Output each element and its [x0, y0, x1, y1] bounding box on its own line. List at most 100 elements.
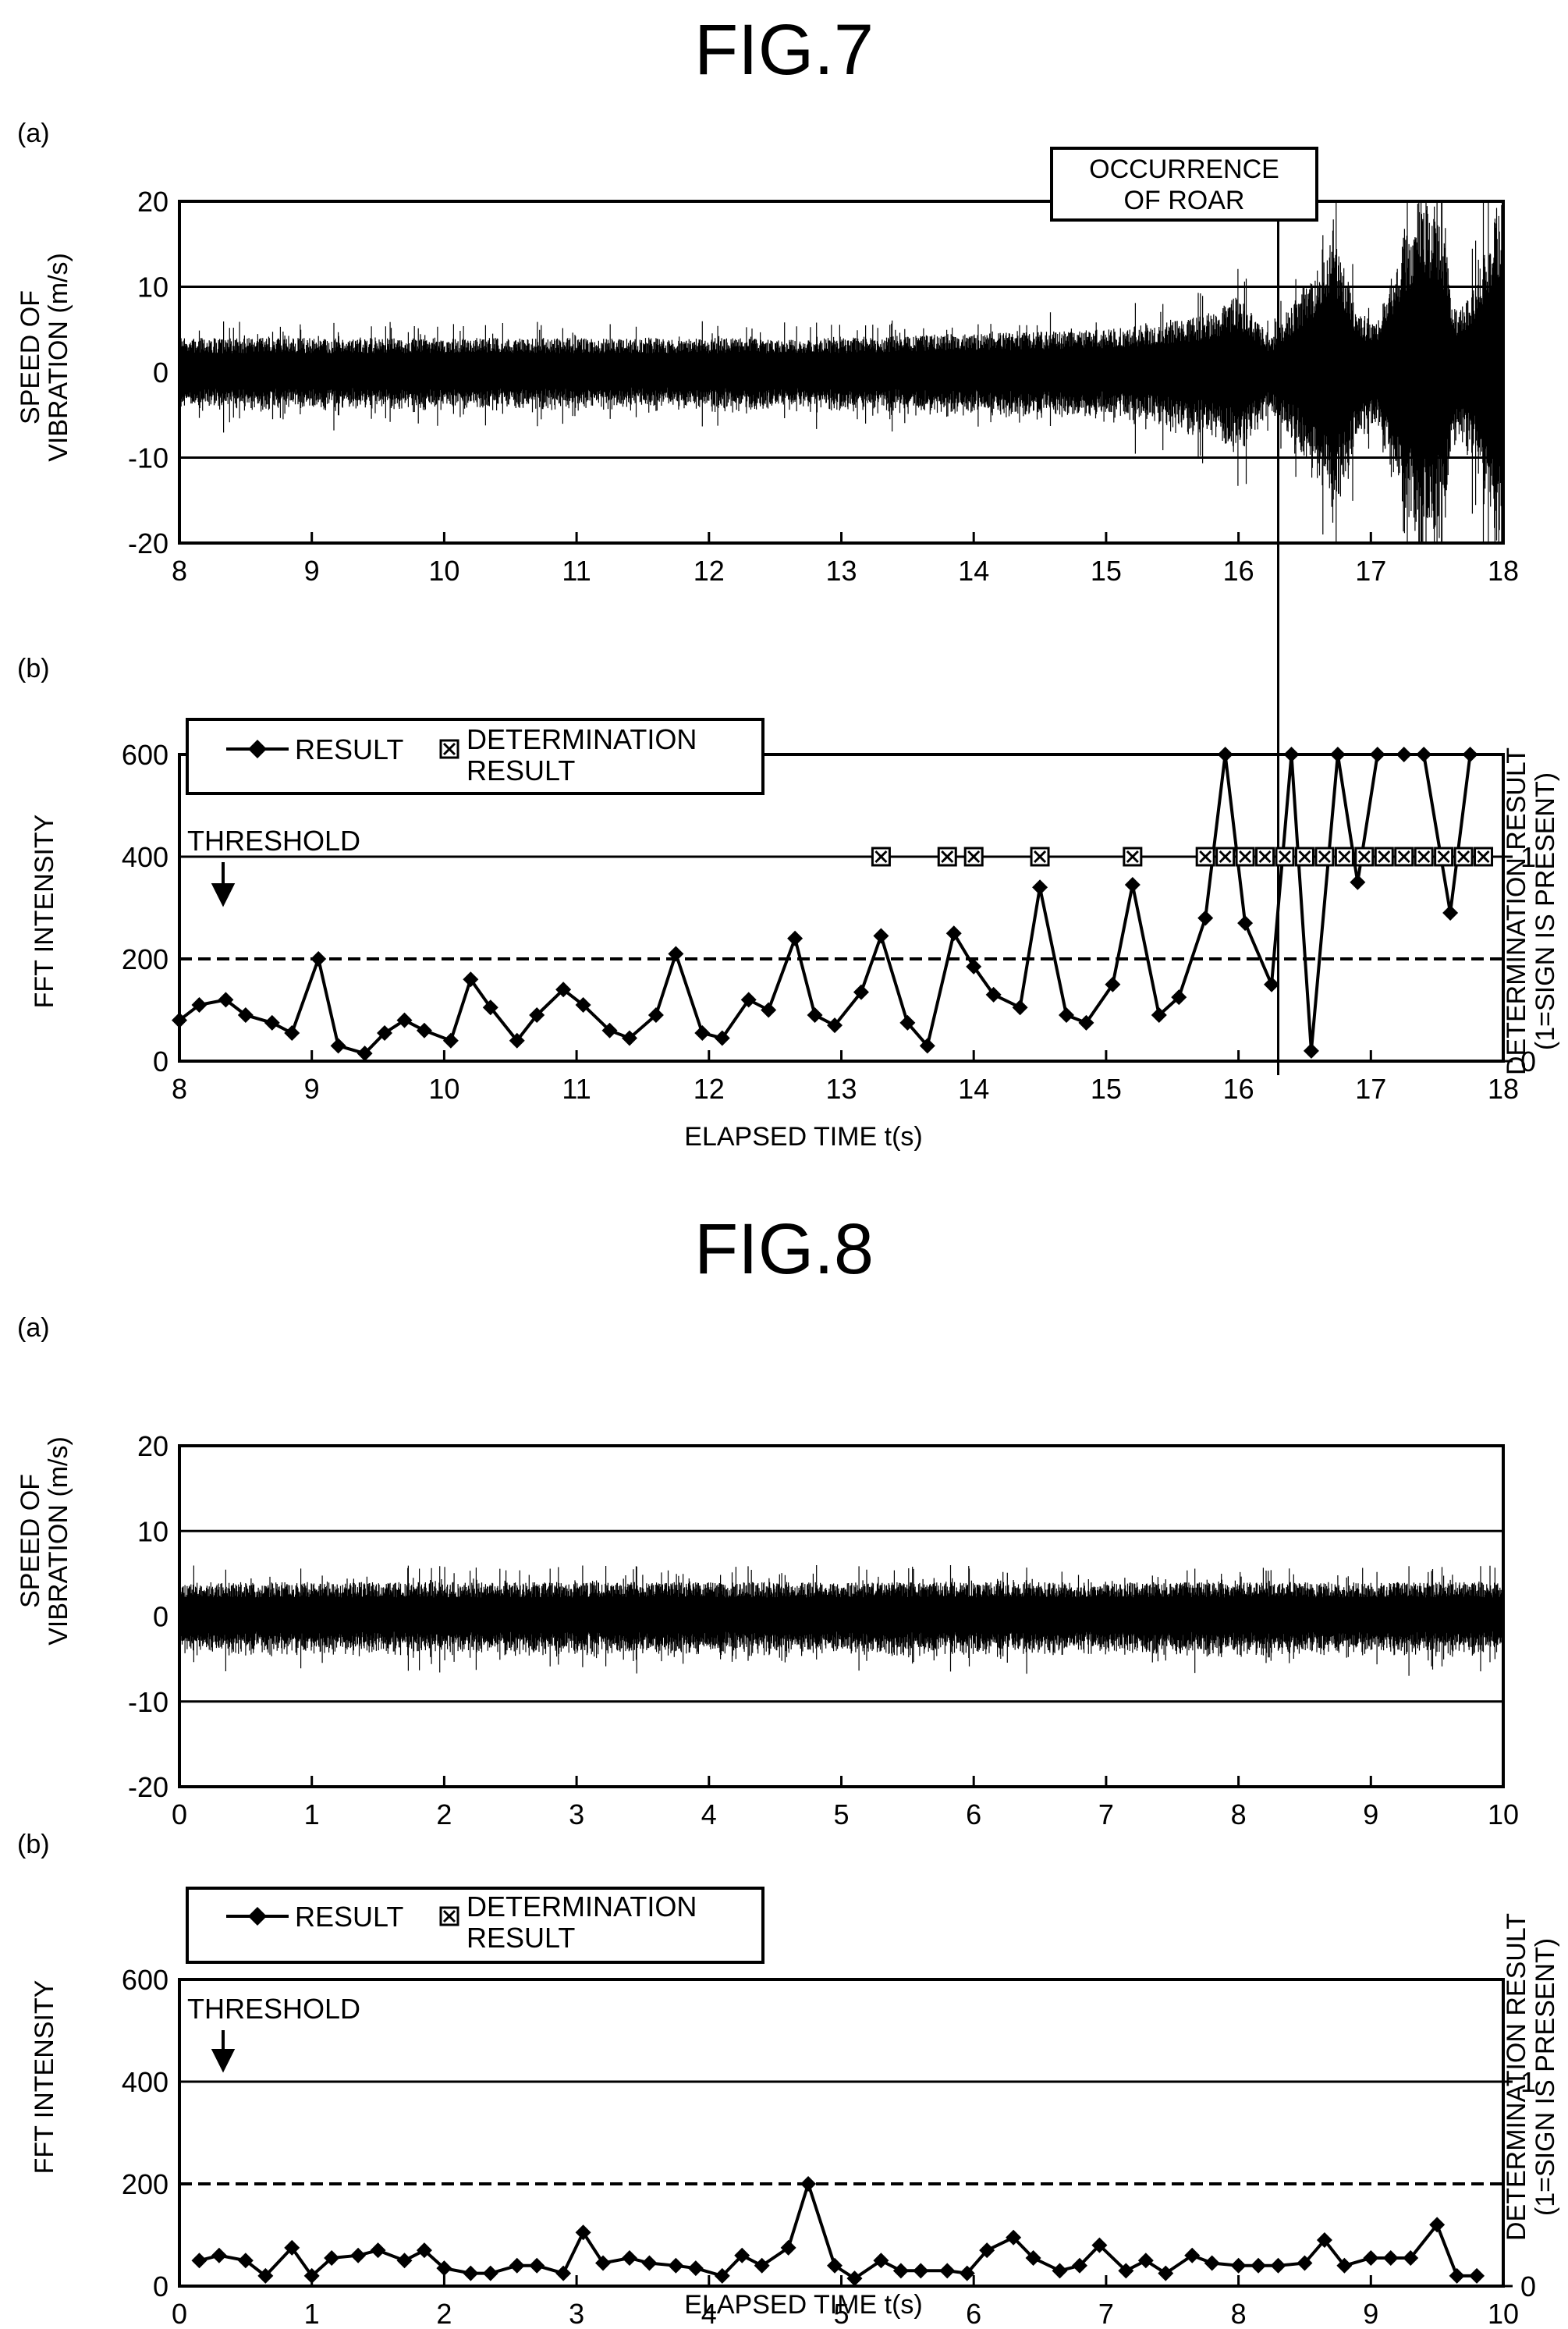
fig7b-xtick-label: 9	[304, 1073, 320, 1105]
fig8b-result-point	[1382, 2249, 1399, 2266]
fig8a-xtick-label: 10	[1488, 1798, 1519, 1830]
fig7b-result-point	[1171, 989, 1187, 1006]
fig7b-result-point	[966, 958, 982, 975]
fig8-threshold-label: THRESHOLD	[187, 1993, 360, 2025]
fig7b-determination-cross	[1258, 850, 1272, 864]
fig8b-result-point	[1006, 2229, 1022, 2246]
fig8b-result-point	[800, 2176, 817, 2192]
fig7b-right-ytick-label: 0	[1520, 1046, 1536, 1078]
fig7b-result-point	[377, 1024, 393, 1041]
fig8-top-ylabel-line1: SPEED OF	[16, 1474, 45, 1608]
fig7b-determination-cross	[967, 850, 981, 864]
fig8b-result-point	[1449, 2267, 1465, 2284]
fig8b-right-ytick-label: 1	[1520, 2066, 1536, 2098]
fig7-a-label: (a)	[17, 119, 50, 148]
fig7b-result-point	[284, 1024, 300, 1041]
fig7b-determination-cross	[1457, 850, 1470, 864]
fig7b-result-point	[873, 928, 889, 944]
fig7b-result-point	[1032, 879, 1048, 896]
fig8b-result-point	[913, 2263, 929, 2279]
fig8b-result-point	[1204, 2255, 1220, 2271]
fig7-legend-det-marker	[439, 739, 459, 759]
fig8a-xtick-label: 4	[701, 1798, 717, 1830]
fig8b-result-point	[1336, 2257, 1353, 2274]
fig8b-xtick-label: 0	[172, 2298, 187, 2329]
fig7b-determination-cross	[1378, 850, 1391, 864]
fig8b-result-point	[1429, 2217, 1446, 2233]
fig7b-result-point	[1058, 1007, 1074, 1024]
fig8b-ytick-label: 0	[153, 2270, 169, 2302]
fig7b-determination-point	[1374, 847, 1394, 867]
fig8-xlabel: ELAPSED TIME t(s)	[684, 2290, 922, 2320]
fig8b-result-point	[1297, 2255, 1313, 2271]
fig7b-result-point	[761, 1002, 777, 1018]
fig8a-xtick-label: 8	[1231, 1798, 1247, 1830]
fig8b-result-point	[595, 2255, 612, 2271]
fig7a-xtick-label: 14	[958, 555, 989, 587]
fig7-title: FIG.7	[694, 10, 874, 90]
fig8b-result-point	[641, 2255, 658, 2271]
fig8b-result-point	[959, 2265, 975, 2281]
fig7b-xtick-label: 14	[958, 1073, 989, 1105]
fig7b-determination-point	[937, 847, 957, 867]
fig7a-xtick-label: 18	[1488, 555, 1519, 587]
fig8b-result-point	[687, 2260, 704, 2277]
fig8b-result-point	[1137, 2253, 1154, 2269]
fig7b-determination-point	[1030, 847, 1050, 867]
fig8b-xtick-label: 5	[833, 2298, 849, 2329]
fig8b-xtick-label: 10	[1488, 2298, 1519, 2329]
fig8b-result-point	[939, 2263, 956, 2279]
fig7b-result-point	[694, 1024, 711, 1041]
fig8b-xtick-label: 3	[569, 2298, 584, 2329]
fig7-xlabel: ELAPSED TIME t(s)	[684, 1122, 922, 1152]
fig8b-right-ytick-label: 0	[1520, 2270, 1536, 2302]
fig8a-waveform	[179, 1565, 1504, 1676]
fig7b-determination-point	[1215, 847, 1236, 867]
fig8b-xtick-label: 2	[436, 2298, 452, 2329]
fig7b-determination-point	[1314, 847, 1335, 867]
fig7b-result-point	[647, 1007, 664, 1024]
fig7b-result-point	[827, 1017, 843, 1034]
fig7b-determination-point	[871, 847, 891, 867]
fig8b-result-point	[1052, 2263, 1068, 2279]
fig8-b-label: (b)	[17, 1830, 50, 1859]
fig8-legend-result-marker	[248, 1907, 267, 1926]
fig7b-result-point	[919, 1038, 935, 1054]
fig7b-result-point	[264, 1014, 280, 1031]
fig8a-xtick-label: 6	[966, 1798, 981, 1830]
fig7: FIG.7 (a) (b) 8 9 10 11 12 13 14 15 16 17 18-20-10…	[16, 10, 1560, 1152]
fig7b-determination-cross	[1219, 850, 1232, 864]
fig7b-ytick-label: 400	[122, 841, 169, 873]
fig8b-result-point	[979, 2242, 995, 2259]
fig8b-xtick-label: 9	[1363, 2298, 1378, 2329]
fig7a-xtick-label: 9	[304, 555, 320, 587]
fig7b-xtick-label: 15	[1091, 1073, 1122, 1105]
fig7-legend: RESULT DETERMINATION RESULT	[186, 718, 764, 795]
fig7b-result-point	[555, 982, 572, 998]
fig8-threshold-arrow	[211, 2030, 236, 2073]
fig7-right-ylabel-line1: DETERMINATION RESULT	[1502, 747, 1531, 1075]
fig7b-determination-point	[1334, 847, 1354, 867]
fig8b-result-point	[1316, 2232, 1332, 2249]
fig7-threshold-label: THRESHOLD	[187, 825, 360, 857]
fig7-roar-annotation: OCCURRENCE OF ROAR	[1050, 147, 1318, 222]
fig8b-result-point	[1118, 2263, 1134, 2279]
fig7b-xtick-label: 13	[825, 1073, 857, 1105]
fig7b-right-ytick-label: 1	[1520, 841, 1536, 873]
fig8-right-ylabel-line1: DETERMINATION RESULT	[1502, 1913, 1531, 2241]
fig8b-ytick-label: 200	[122, 2168, 169, 2200]
fig8a-xtick-label: 2	[436, 1798, 452, 1830]
fig8a-xtick-label: 0	[172, 1798, 187, 1830]
fig7a-plot: 8 9 10 11 12 13 14 15 16 17 18 -20 -10 0 10 20	[128, 186, 1519, 1075]
fig7b-ytick-label: 0	[153, 1046, 169, 1078]
fig8-right-ylabel-line2: (1=SIGN IS PRESENT)	[1531, 1938, 1560, 2216]
fig7b-result-point	[621, 1030, 637, 1046]
fig7b-result-point	[463, 971, 479, 988]
fig7b-result-point	[668, 946, 684, 962]
fig8a-xtick-label: 1	[304, 1798, 320, 1830]
fig8-title: FIG.8	[694, 1209, 874, 1289]
fig7b-determination-cross	[1417, 850, 1431, 864]
fig8b-result-point	[555, 2265, 572, 2281]
fig7b-determination-cross	[1278, 850, 1292, 864]
fig8-legend-det-marker	[439, 1906, 459, 1926]
